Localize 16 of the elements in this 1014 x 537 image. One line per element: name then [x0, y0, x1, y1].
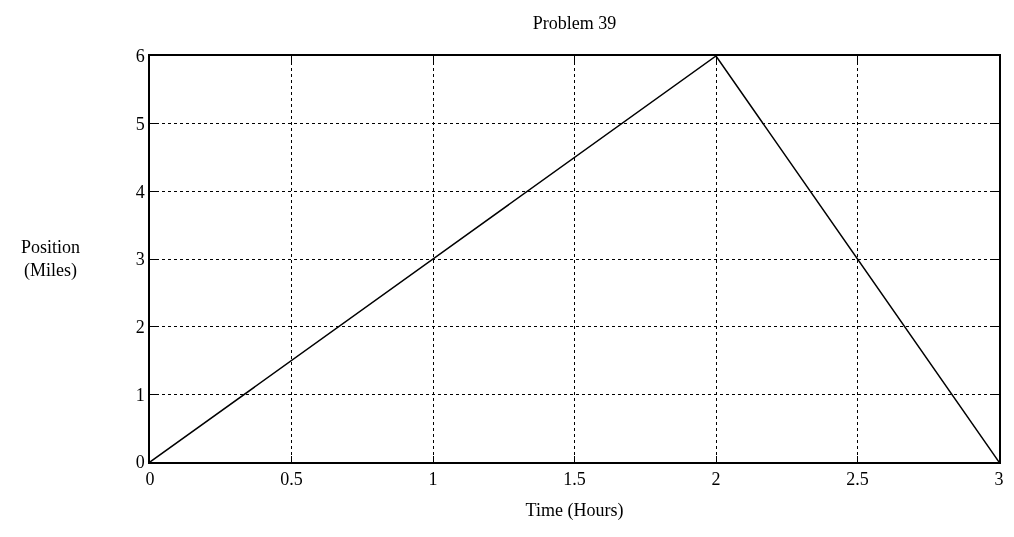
x-axis-title: Time (Hours)	[525, 499, 624, 521]
y-tick-label: 3	[135, 249, 145, 270]
y-tick-label: 2	[135, 316, 145, 337]
x-tick-label: 0.5	[280, 469, 303, 490]
x-tick-label: 2.5	[846, 469, 869, 490]
x-tick-label: 1.5	[563, 469, 586, 490]
x-tick-label: 3	[994, 469, 1004, 490]
x-tick-label: 2	[711, 469, 721, 490]
y-tick-label: 6	[135, 46, 145, 67]
y-tick-label: 4	[135, 181, 145, 202]
y-tick-label: 5	[135, 113, 145, 134]
x-tick-label: 1	[428, 469, 438, 490]
chart-title: Problem 39	[532, 12, 617, 33]
y-tick-label: 1	[135, 384, 145, 405]
y-tick-label: 0	[135, 452, 145, 473]
y-axis-title: Position (Miles)	[21, 237, 81, 282]
